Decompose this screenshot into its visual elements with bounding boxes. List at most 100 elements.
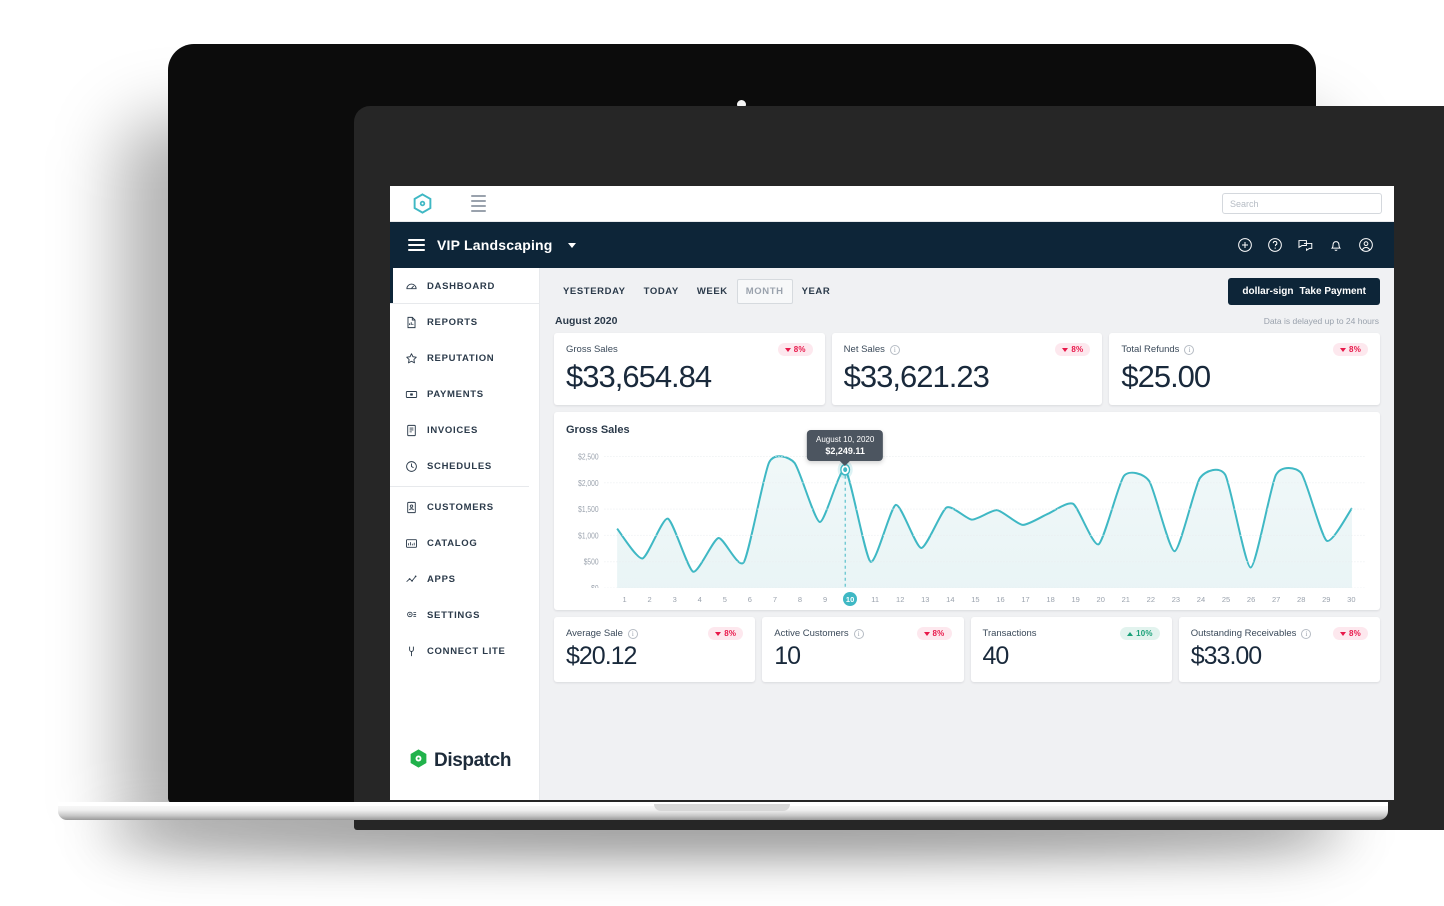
delta-value: 8% [1071,345,1084,354]
metric-card-active-customers[interactable]: Active Customers i 8% 10 [762,617,964,683]
x-axis-tick[interactable]: 9 [822,594,828,604]
sidebar-item-schedules[interactable]: SCHEDULES [390,448,539,484]
chart-axis-overlay: $0 $500 $1,000 $1,500 $2,000 $2,500 [578,452,1368,589]
chevron-down-icon[interactable] [567,242,576,248]
x-axis-tick[interactable]: 12 [896,594,905,604]
delta-value: 8% [932,629,945,639]
metric-title: Net Sales [843,344,885,355]
chart-plot-area[interactable]: $0 $500 $1,000 $1,500 $2,000 $2,500 August 10… [566,430,1368,608]
info-icon[interactable]: i [889,344,900,355]
x-axis-tick[interactable]: 15 [971,594,980,604]
chat-icon[interactable] [1297,237,1314,253]
x-axis-tick[interactable]: 20 [1096,594,1105,604]
arrow-down-icon [715,631,722,636]
x-axis-tick[interactable]: 3 [672,594,677,604]
x-axis-tick[interactable]: 13 [921,594,930,604]
sidebar-item-label: SETTINGS [427,609,481,621]
sidebar-item-connect-lite[interactable]: CONNECT LITE [390,633,539,669]
chart-canvas: $0 $500 $1,000 $1,500 $2,000 $2,500 [566,440,1368,589]
tab-week[interactable]: WEEK [696,286,728,297]
sidebar-item-apps[interactable]: APPS [390,561,539,597]
payments-icon [405,388,418,401]
plus-circle-icon[interactable] [1237,237,1253,253]
metric-card-gross-sales[interactable]: Gross Sales 8% $33,654.84 [554,333,825,406]
x-axis-tick[interactable]: 14 [946,594,955,604]
x-axis-tick[interactable]: 17 [1021,594,1030,604]
sidebar-item-payments[interactable]: PAYMENTS [390,376,539,412]
x-axis-tick[interactable]: 2 [647,594,652,604]
x-axis-tick[interactable]: 11 [871,594,880,604]
subheader: August 2020 Data is delayed up to 24 hou… [555,315,1379,327]
apps-icon [405,573,418,586]
x-axis-tick[interactable]: 7 [772,594,777,604]
status-badge: 8% [1055,343,1091,356]
info-icon[interactable]: i [853,628,864,639]
sidebar-item-reports[interactable]: REPORTS [390,304,539,340]
search-input[interactable] [1222,193,1382,214]
metric-card-average-sale[interactable]: Average Sale i 8% $20.12 [554,617,756,683]
sidebar: DASHBOARD REPORTS [390,268,540,800]
metric-card-outstanding-receivables[interactable]: Outstanding Receivables i 8% $33.00 [1178,617,1380,683]
x-axis-tick[interactable]: 26 [1246,594,1256,604]
metric-title: Outstanding Receivables [1190,628,1297,640]
x-axis-tick[interactable]: 5 [722,594,727,604]
bottom-metric-cards: Average Sale i 8% $20.12 [554,617,1380,683]
period-tabs: YESTERDAY TODAY WEEK MONTH YEAR [554,279,840,304]
sidebar-item-dashboard[interactable]: DASHBOARD [390,268,539,304]
sidebar-item-label: PAYMENTS [427,388,484,400]
tab-month[interactable]: MONTH [736,279,793,304]
x-axis-tick[interactable]: 29 [1322,594,1331,604]
x-axis-tick[interactable]: 30 [1347,594,1356,604]
x-axis-tick[interactable]: 4 [697,594,702,604]
info-icon[interactable]: i [1184,344,1195,355]
x-axis-tick[interactable]: 27 [1271,594,1281,604]
x-axis-tick[interactable]: 18 [1046,594,1055,604]
account-icon[interactable] [1358,237,1374,253]
status-badge: 8% [777,343,813,356]
x-axis-tick[interactable]: 22 [1146,594,1156,604]
tab-today[interactable]: TODAY [643,286,679,297]
sidebar-item-catalog[interactable]: CATALOG [390,525,539,561]
sidebar-item-label: CONNECT LITE [427,645,506,657]
x-axis-tick[interactable]: 25 [1221,594,1231,604]
settings-icon [405,609,418,622]
metric-card-net-sales[interactable]: Net Sales i 8% $33,621.23 [831,333,1103,406]
info-icon[interactable]: i [1301,628,1312,639]
x-axis-tick-active[interactable]: 10 [838,592,863,607]
sidebar-item-invoices[interactable]: INVOICES [390,412,539,448]
x-axis-tick[interactable]: 24 [1196,594,1206,604]
sidebar-item-reputation[interactable]: REPUTATION [390,340,539,376]
x-axis-tick[interactable]: 16 [996,594,1005,604]
status-badge: 8% [708,627,744,641]
metric-card-transactions[interactable]: Transactions 10% 40 [970,617,1172,683]
svg-text:$2,000: $2,000 [578,479,598,489]
status-badge: 10% [1120,627,1160,641]
main-toolbar: YESTERDAY TODAY WEEK MONTH YEAR dollar-s… [554,278,1380,305]
dispatch-mark-icon [412,193,433,214]
star-icon [405,352,418,365]
browser-menu-icon[interactable] [471,195,486,212]
sidebar-toggle-icon[interactable] [408,239,425,251]
x-axis-tick[interactable]: 6 [747,594,752,604]
gross-sales-chart-card: Gross Sales $0 $500 $1,000 $1,500 $2,000 $2,5… [554,412,1380,611]
svg-text:$500: $500 [584,558,599,568]
x-axis-tick[interactable]: 1 [622,594,627,604]
info-icon[interactable]: i [627,628,638,639]
bell-icon[interactable] [1328,237,1344,253]
metric-card-total-refunds[interactable]: Total Refunds i 8% $25.00 [1109,333,1381,406]
sidebar-item-label: INVOICES [427,424,478,436]
sidebar-item-customers[interactable]: CUSTOMERS [390,489,539,525]
x-axis-tick[interactable]: 21 [1121,594,1130,604]
help-circle-icon[interactable] [1267,237,1283,253]
sidebar-item-label: DASHBOARD [427,280,496,292]
tab-yesterday[interactable]: YESTERDAY [563,286,626,297]
sidebar-item-label: REPUTATION [427,352,495,364]
x-axis-tick[interactable]: 8 [797,594,803,604]
x-axis-tick[interactable]: 19 [1071,594,1080,604]
take-payment-button[interactable]: dollar-sign Take Payment [1228,278,1380,305]
x-axis-tick[interactable]: 28 [1297,594,1306,604]
tab-year[interactable]: YEAR [801,286,831,297]
invoices-icon [405,424,418,437]
sidebar-item-settings[interactable]: SETTINGS [390,597,539,633]
x-axis-tick[interactable]: 23 [1171,594,1181,604]
